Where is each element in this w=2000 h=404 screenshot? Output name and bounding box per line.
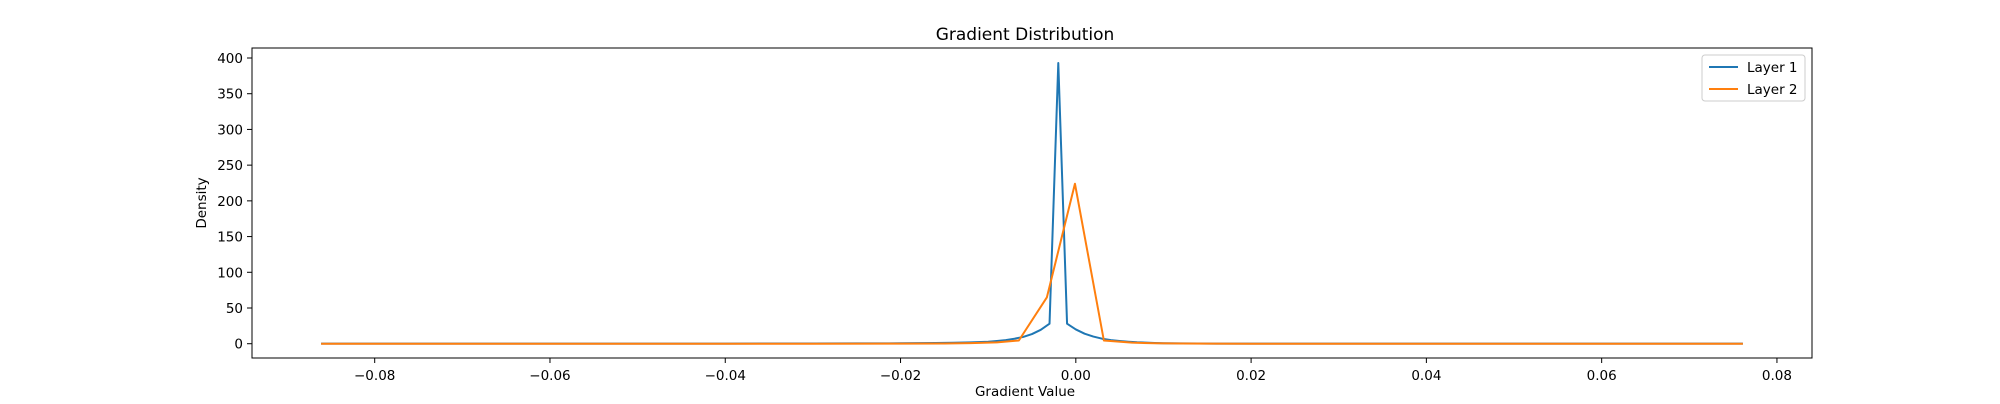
x-tick-label: −0.04 — [705, 368, 746, 384]
x-tick-label: 0.02 — [1236, 368, 1266, 384]
series-line-1 — [321, 62, 1743, 345]
plot-area: −0.08 −0.06 −0.04 −0.02 0.00 0.02 0.04 0.06 0.08… — [217, 47, 1813, 384]
x-tick-label: −0.02 — [880, 368, 921, 384]
y-tick-label: 200 — [217, 194, 243, 210]
y-tick-label: 100 — [217, 265, 243, 281]
x-tick-label: 0.08 — [1762, 368, 1792, 384]
legend-label-1: Layer 1 — [1747, 60, 1798, 76]
x-tick-label: −0.08 — [354, 368, 395, 384]
x-tick-label: 0.06 — [1587, 368, 1617, 384]
x-tick-label: 0.04 — [1411, 368, 1441, 384]
chart-title: Gradient Distribution — [936, 25, 1115, 45]
axes-frame — [251, 47, 1813, 359]
y-tick-label: 300 — [217, 122, 243, 138]
y-tick-label: 350 — [217, 87, 243, 103]
legend: Layer 1 Layer 2 — [1701, 54, 1806, 102]
series-line-2 — [321, 182, 1743, 345]
y-tick-label: 400 — [217, 51, 243, 67]
y-tick-label: 50 — [226, 301, 243, 317]
legend-label-2: Layer 2 — [1747, 82, 1798, 98]
y-axis-label: Density — [194, 177, 210, 228]
y-tick-label: 250 — [217, 158, 243, 174]
x-tick-label: −0.06 — [529, 368, 570, 384]
y-tick-label: 150 — [217, 230, 243, 246]
x-axis-label: Gradient Value — [975, 384, 1075, 400]
x-tick-label: 0.00 — [1061, 368, 1091, 384]
y-tick-label: 0 — [234, 337, 243, 353]
